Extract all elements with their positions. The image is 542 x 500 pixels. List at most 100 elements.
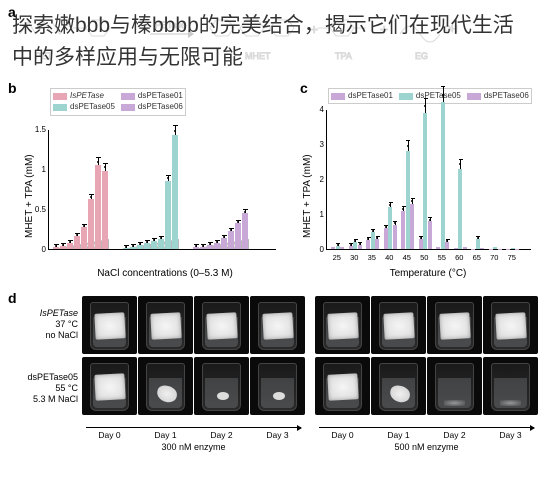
bar	[221, 238, 227, 249]
day-label: Day 0	[82, 430, 137, 440]
chart-c-xlabel: Temperature (°C)	[368, 268, 488, 279]
vial-photo	[250, 296, 305, 354]
xtick: 25	[333, 253, 341, 262]
bar	[123, 248, 129, 249]
enzyme-conc-label: 300 nM enzyme	[82, 442, 305, 452]
bar	[428, 221, 432, 249]
bar	[388, 207, 392, 249]
legend-item: dsPETase05	[399, 91, 461, 101]
vial-photo	[427, 357, 482, 415]
vial-photo	[427, 296, 482, 354]
day-label: Day 1	[371, 430, 426, 440]
bar	[130, 247, 136, 249]
xtick: 50	[420, 253, 428, 262]
panel-label-b: b	[8, 80, 17, 96]
bar	[200, 247, 206, 249]
legend-item: dsPETase06	[467, 91, 529, 101]
legend-item: dsPETase01	[331, 91, 393, 101]
bar	[331, 247, 335, 249]
bar	[511, 248, 515, 249]
bar	[242, 213, 248, 249]
timeline-arrow	[86, 427, 301, 428]
timeline-arrow	[319, 427, 534, 428]
panel-d: IsPETase 37 °C no NaCl dsPETase05 55 °C …	[24, 296, 534, 494]
bar	[228, 231, 234, 249]
bar	[144, 243, 150, 249]
vial-photo	[82, 357, 137, 415]
vial-photo	[138, 357, 193, 415]
bar	[165, 181, 171, 249]
chart-b: IsPETasedsPETase01dsPETase05dsPETase06 M…	[30, 88, 280, 278]
chart-b-xlabel: NaCl concentrations (0–5.3 M)	[80, 268, 250, 279]
vial-photo	[194, 357, 249, 415]
xtick: 70	[490, 253, 498, 262]
day-label: Day 2	[194, 430, 249, 440]
bar	[423, 113, 427, 250]
xtick: 35	[368, 253, 376, 262]
xtick: 65	[473, 253, 481, 262]
panel-label-c: c	[300, 80, 308, 96]
ytick: 0.5	[28, 205, 46, 214]
ytick: 4	[306, 105, 324, 114]
bar	[366, 240, 370, 249]
legend-item: dsPETase06	[121, 102, 183, 112]
bar	[193, 247, 199, 249]
bar	[441, 102, 445, 249]
day-label: Day 3	[483, 430, 538, 440]
vial-photo	[194, 296, 249, 354]
legend-item: dsPETase01	[121, 91, 183, 101]
chart-c-plot	[326, 110, 531, 250]
ytick: 1	[28, 165, 46, 174]
bar	[353, 242, 357, 249]
bar	[137, 245, 143, 249]
bar	[375, 239, 379, 250]
legend-item: dsPETase05	[53, 102, 115, 112]
bar	[458, 169, 462, 250]
vial-photo	[483, 296, 538, 354]
bar	[436, 247, 440, 249]
ytick: 0	[28, 245, 46, 254]
bar	[207, 245, 213, 249]
chart-c-legend: dsPETase01 dsPETase05 dsPETase06	[328, 88, 532, 104]
bar	[371, 232, 375, 250]
xtick: 75	[508, 253, 516, 262]
day-label: Day 3	[250, 430, 305, 440]
bar	[336, 246, 340, 249]
bar	[214, 243, 220, 249]
chart-c-ylabel: MHET + TPA (mM)	[302, 154, 313, 238]
ytick: 1	[306, 210, 324, 219]
vial-photo	[371, 296, 426, 354]
vial-photo	[250, 357, 305, 415]
bar	[235, 223, 241, 249]
day-label: Day 0	[315, 430, 370, 440]
bar	[151, 241, 157, 249]
bar	[74, 236, 80, 249]
legend-item: IsPETase	[53, 91, 115, 101]
bar	[95, 165, 101, 249]
bar	[340, 247, 344, 249]
ytick: 3	[306, 140, 324, 149]
xtick: 60	[455, 253, 463, 262]
overlay-title-text: 探索嫩bbb与榛bbbb的完美结合，揭示它们在现代生活中的多样应用与无限可能	[12, 10, 532, 73]
bar	[53, 247, 59, 249]
ytick: 2	[306, 175, 324, 184]
day-label: Day 2	[427, 430, 482, 440]
day-label: Day 1	[138, 430, 193, 440]
bar	[401, 211, 405, 250]
chart-b-legend: IsPETase dsPETase01 dsPETase05 dsPETase06	[50, 88, 186, 116]
vial-photo	[315, 296, 370, 354]
bar	[445, 242, 449, 249]
xtick: 55	[438, 253, 446, 262]
bar	[454, 248, 458, 249]
bar	[393, 225, 397, 250]
vial-photo	[315, 357, 370, 415]
ytick: 0	[306, 245, 324, 254]
bar	[480, 248, 484, 249]
bar	[463, 247, 467, 249]
chart-c: dsPETase01dsPETase05dsPETase06 MHET + TP…	[308, 88, 538, 278]
bar	[102, 171, 108, 249]
bar	[419, 239, 423, 250]
enzyme-conc-label: 500 nM enzyme	[315, 442, 538, 452]
panel-label-d: d	[8, 290, 17, 306]
xtick: 40	[385, 253, 393, 262]
